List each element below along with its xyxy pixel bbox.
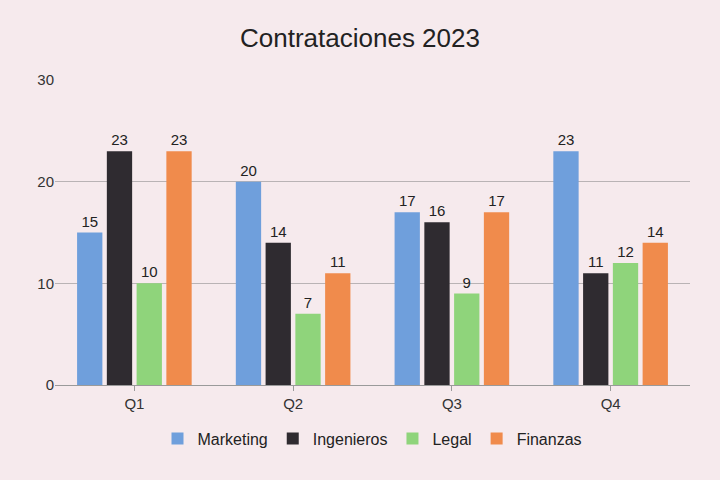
svg-text:14: 14 (270, 223, 287, 240)
svg-text:7: 7 (304, 294, 312, 311)
svg-text:10: 10 (141, 263, 158, 280)
svg-text:20: 20 (37, 173, 54, 190)
svg-text:11: 11 (330, 253, 346, 270)
svg-text:10: 10 (37, 275, 54, 292)
svg-text:17: 17 (488, 192, 505, 209)
svg-text:20: 20 (240, 162, 257, 179)
svg-text:Legal: Legal (432, 431, 471, 448)
svg-text:Q4: Q4 (601, 395, 621, 412)
svg-text:Finanzas: Finanzas (517, 431, 582, 448)
svg-text:23: 23 (171, 131, 188, 148)
svg-text:Ingenieros: Ingenieros (313, 431, 388, 448)
svg-text:Q1: Q1 (124, 395, 144, 412)
svg-text:15: 15 (81, 213, 98, 230)
svg-text:23: 23 (558, 131, 575, 148)
svg-text:11: 11 (588, 253, 604, 270)
svg-text:30: 30 (37, 71, 54, 88)
svg-text:Marketing: Marketing (198, 431, 268, 448)
svg-text:Q3: Q3 (442, 395, 462, 412)
svg-text:9: 9 (463, 274, 471, 291)
svg-text:16: 16 (429, 202, 446, 219)
svg-text:14: 14 (647, 223, 664, 240)
svg-text:23: 23 (111, 131, 128, 148)
svg-text:12: 12 (617, 243, 634, 260)
svg-text:Q2: Q2 (283, 395, 303, 412)
svg-text:17: 17 (399, 192, 416, 209)
svg-text:Contrataciones 2023: Contrataciones 2023 (240, 23, 480, 53)
svg-text:0: 0 (46, 376, 54, 393)
